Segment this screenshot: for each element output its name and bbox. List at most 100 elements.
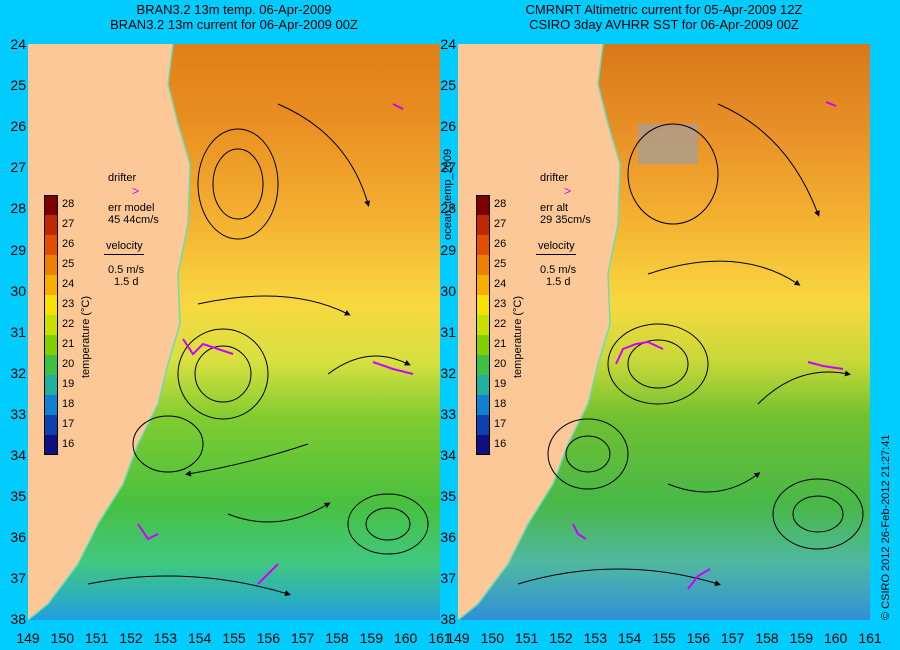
legend-right-days: 1.5 d [546,276,571,288]
legend-right-err-value: 29 35cm/s [540,214,591,226]
lat-tick-mid-24: 24 [440,36,456,52]
colorbar-tick-20: 20 [62,358,75,370]
drifter-tracks [137,103,414,585]
lon-tick-right-161: 161 [858,630,882,646]
lat-tick-left-33: 33 [10,405,26,422]
colorbar-segment [476,295,490,315]
land-area [458,44,620,620]
lat-tick-left-32: 32 [10,364,26,381]
colorbar-right-label: temperature (°C) [512,295,524,378]
colorbar-frame [476,195,490,455]
lat-tick-mid-29: 29 [440,241,456,258]
colorbar-segment [476,335,490,355]
legend-left-speed: 0.5 m/s [108,264,145,276]
colorbar-segment [44,415,58,435]
colorbar-segment [476,395,490,415]
land-area [28,44,190,620]
lat-tick-mid-34: 34 [440,447,456,463]
lat-tick-left-38: 38 [10,611,26,628]
legend-left-err-value: 45 44cm/s [108,214,159,226]
lon-tick-left-158: 158 [325,630,349,646]
colorbar-tick-28: 28 [494,198,507,210]
cloud-patch [638,124,698,164]
lat-tick-left-37: 37 [10,570,26,587]
lon-tick-left-150: 150 [50,630,74,646]
lat-tick-left-34: 34 [10,447,26,463]
colorbar-tick-27: 27 [62,218,75,230]
legend-right-drifter-icon: > [564,184,572,198]
lat-tick-left-25: 25 [10,77,26,94]
lon-tick-right-153: 153 [583,630,607,646]
colorbar-tick-26: 26 [62,238,75,250]
right-map-panel [458,44,870,620]
colorbar-tick-22: 22 [62,318,75,330]
legend-left-velocity: velocity [106,240,143,252]
colorbar-segment [44,435,58,455]
colorbar-segment [44,255,58,275]
colorbar-tick-28: 28 [62,198,75,210]
lat-tick-mid-32: 32 [440,364,456,381]
lat-tick-left-36: 36 [10,529,26,546]
lon-tick-left-154: 154 [187,630,212,646]
drifter-tracks [572,101,844,590]
legend-right-err-label: err alt [540,202,569,214]
legend-right-drifter: drifter [540,172,569,184]
lat-tick-mid-31: 31 [440,323,456,340]
current-streamlines [87,103,429,597]
lat-tick-mid-26: 26 [440,118,456,135]
colorbar-segment [476,355,490,375]
left-title-line-2: BRAN3.2 13m current for 06-Apr-2009 00Z [110,17,358,32]
lon-tick-right-154: 154 [617,630,642,646]
left-map-svg [28,44,440,620]
left-panel-title: BRAN3.2 13m temp. 06-Apr-2009 BRAN3.2 13… [28,2,440,32]
colorbar-segment [44,355,58,375]
colorbar-segment [476,275,490,295]
coastline-shelf [28,44,191,620]
lon-tick-left-156: 156 [256,630,280,646]
colorbar-tick-18: 18 [62,398,75,410]
lat-tick-mid-28: 28 [440,200,456,217]
colorbar-segment [44,215,58,235]
legend-right-velocity: velocity [538,240,575,252]
lon-tick-right-160: 160 [823,630,848,646]
colorbar-segment [44,235,58,255]
lon-tick-left-151: 151 [84,630,109,646]
lon-tick-left-155: 155 [222,630,246,646]
lon-tick-left-149: 149 [16,630,40,646]
colorbar-tick-23: 23 [494,298,507,310]
current-streamlines [517,103,864,587]
lat-tick-mid-30: 30 [440,282,456,299]
lat-tick-mid-38: 38 [440,611,456,628]
colorbar-segment [44,275,58,295]
lon-tick-right-149: 149 [446,630,470,646]
colorbar-segment [476,215,490,235]
colorbar-tick-25: 25 [62,258,75,270]
colorbar-tick-20: 20 [494,358,507,370]
legend-left-drifter-icon: > [132,184,140,198]
lat-tick-left-27: 27 [10,159,26,176]
colorbar-tick-26: 26 [494,238,507,250]
lat-tick-mid-37: 37 [440,570,456,587]
legend-left-velocity-arrow [104,254,144,255]
lat-tick-mid-36: 36 [440,529,456,546]
colorbar-tick-25: 25 [494,258,507,270]
colorbar-tick-19: 19 [494,378,507,390]
colorbar-tick-22: 22 [494,318,507,330]
right-title-line-2: CSIRO 3day AVHRR SST for 06-Apr-2009 00Z [529,17,799,32]
colorbar-tick-18: 18 [494,398,507,410]
colorbar-segment [44,295,58,315]
colorbar-segment [476,255,490,275]
colorbar-left-label: temperature (°C) [80,295,92,378]
colorbar-tick-16: 16 [62,438,75,450]
lon-tick-left-153: 153 [153,630,177,646]
right-panel-title: CMRNRT Altimetric current for 05-Apr-200… [458,2,870,32]
lon-tick-right-156: 156 [686,630,710,646]
colorbar-tick-17: 17 [494,418,507,430]
colorbar-tick-27: 27 [494,218,507,230]
lat-tick-mid-25: 25 [440,77,456,94]
lat-tick-mid-27: 27 [440,159,456,176]
lon-tick-right-159: 159 [789,630,813,646]
colorbar-frame [44,195,58,455]
legend-right-velocity-arrow [536,254,576,255]
colorbar-tick-24: 24 [62,278,75,290]
